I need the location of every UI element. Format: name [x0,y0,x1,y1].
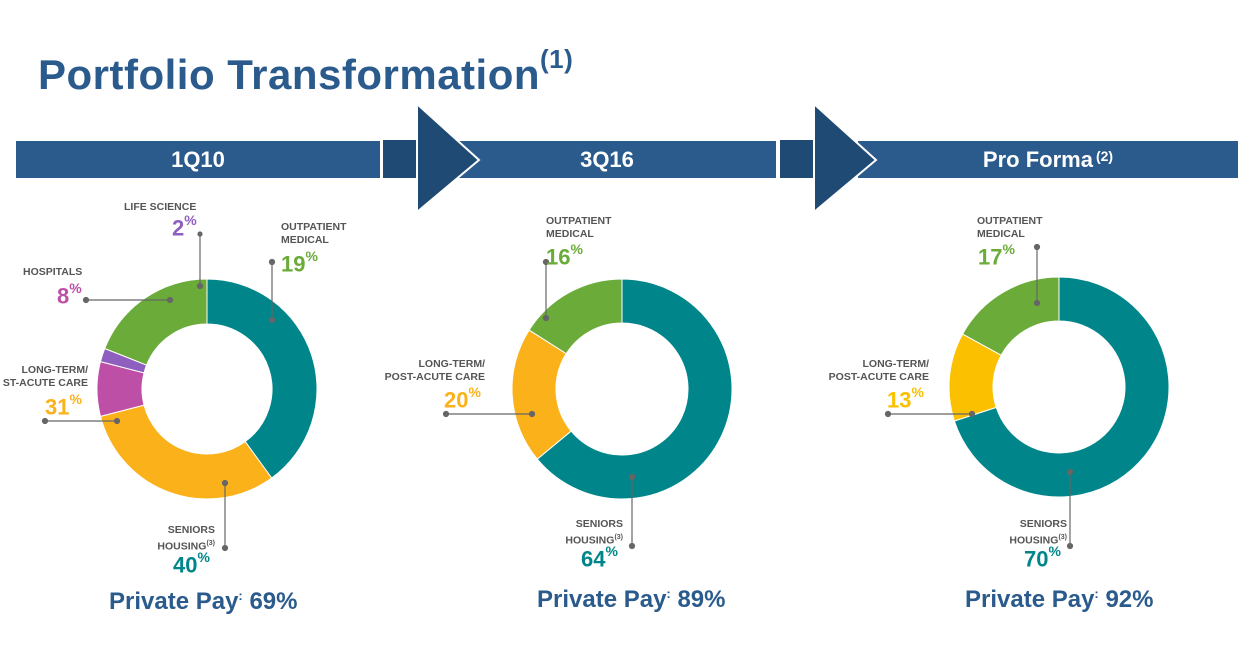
pct-seniors-housing: 70% [1024,543,1061,572]
period-band-3q16: 3Q16 [438,141,776,178]
label-hospitals: HOSPITALS [23,266,83,278]
pct-outpatient-medical: 16% [546,241,583,270]
label-life-science: LIFE SCIENCE [124,201,197,213]
donut-segment-outpatient-medical [104,278,208,366]
leader-lines [41,231,1074,552]
label-long-term-care: LONG-TERM/POST-ACUTE CARE [828,358,929,383]
pct-seniors-housing: 64% [581,543,618,572]
pct-long-term-care: 20% [444,384,481,413]
pct-seniors-housing: 40% [173,549,210,578]
pct-life-science: 2% [172,212,197,241]
label-long-term-care: LONG-TERM/POST-ACUTE CARE [384,358,485,383]
donut-segment-seniors-housing [536,278,733,500]
transition-arrow-icon [383,104,481,212]
donut-segment-outpatient-medical [528,278,623,355]
title-footnote: (1) [540,44,574,74]
label-seniors-housing: SENIORS HOUSING(3) [1009,518,1067,547]
period-band-pro-forma: Pro Forma (2) [858,141,1238,178]
label-seniors-housing: SENIORS HOUSING(3) [565,518,623,547]
pct-hospitals: 8% [57,280,82,309]
page-title: Portfolio Transformation(1) [38,44,574,98]
donut-3q16 [511,278,733,500]
donut-1q10 [96,278,318,500]
label-outpatient-medical: OUTPATIENT MEDICAL [546,215,612,240]
transition-arrow-icon [780,104,878,212]
donut-segment-seniors-housing [953,276,1170,498]
period-band-1q10: 1Q10 [16,141,380,178]
label-outpatient-medical: OUTPATIENT MEDICAL [281,221,347,246]
pct-outpatient-medical: 19% [281,248,318,277]
donut-segment-long-term-post-acute-care [99,404,273,500]
donut-pro-forma [948,276,1170,498]
label-long-term-care: LONG-TERM/ST-ACUTE CARE [2,364,88,389]
label-outpatient-medical: OUTPATIENT MEDICAL [977,215,1043,240]
pct-outpatient-medical: 17% [978,241,1015,270]
pct-long-term-care: 13% [887,384,924,413]
private-pay-pro-forma: Private Pay: 92% [965,586,1154,613]
pct-long-term-care: 31% [45,391,82,420]
private-pay-3q16: Private Pay: 89% [537,586,726,613]
label-seniors-housing: SENIORS HOUSING(3) [157,524,215,553]
private-pay-1q10: Private Pay: 69% [109,588,298,615]
donut-segment-seniors-housing [206,278,318,479]
donut-segment-outpatient-medical [961,276,1060,356]
